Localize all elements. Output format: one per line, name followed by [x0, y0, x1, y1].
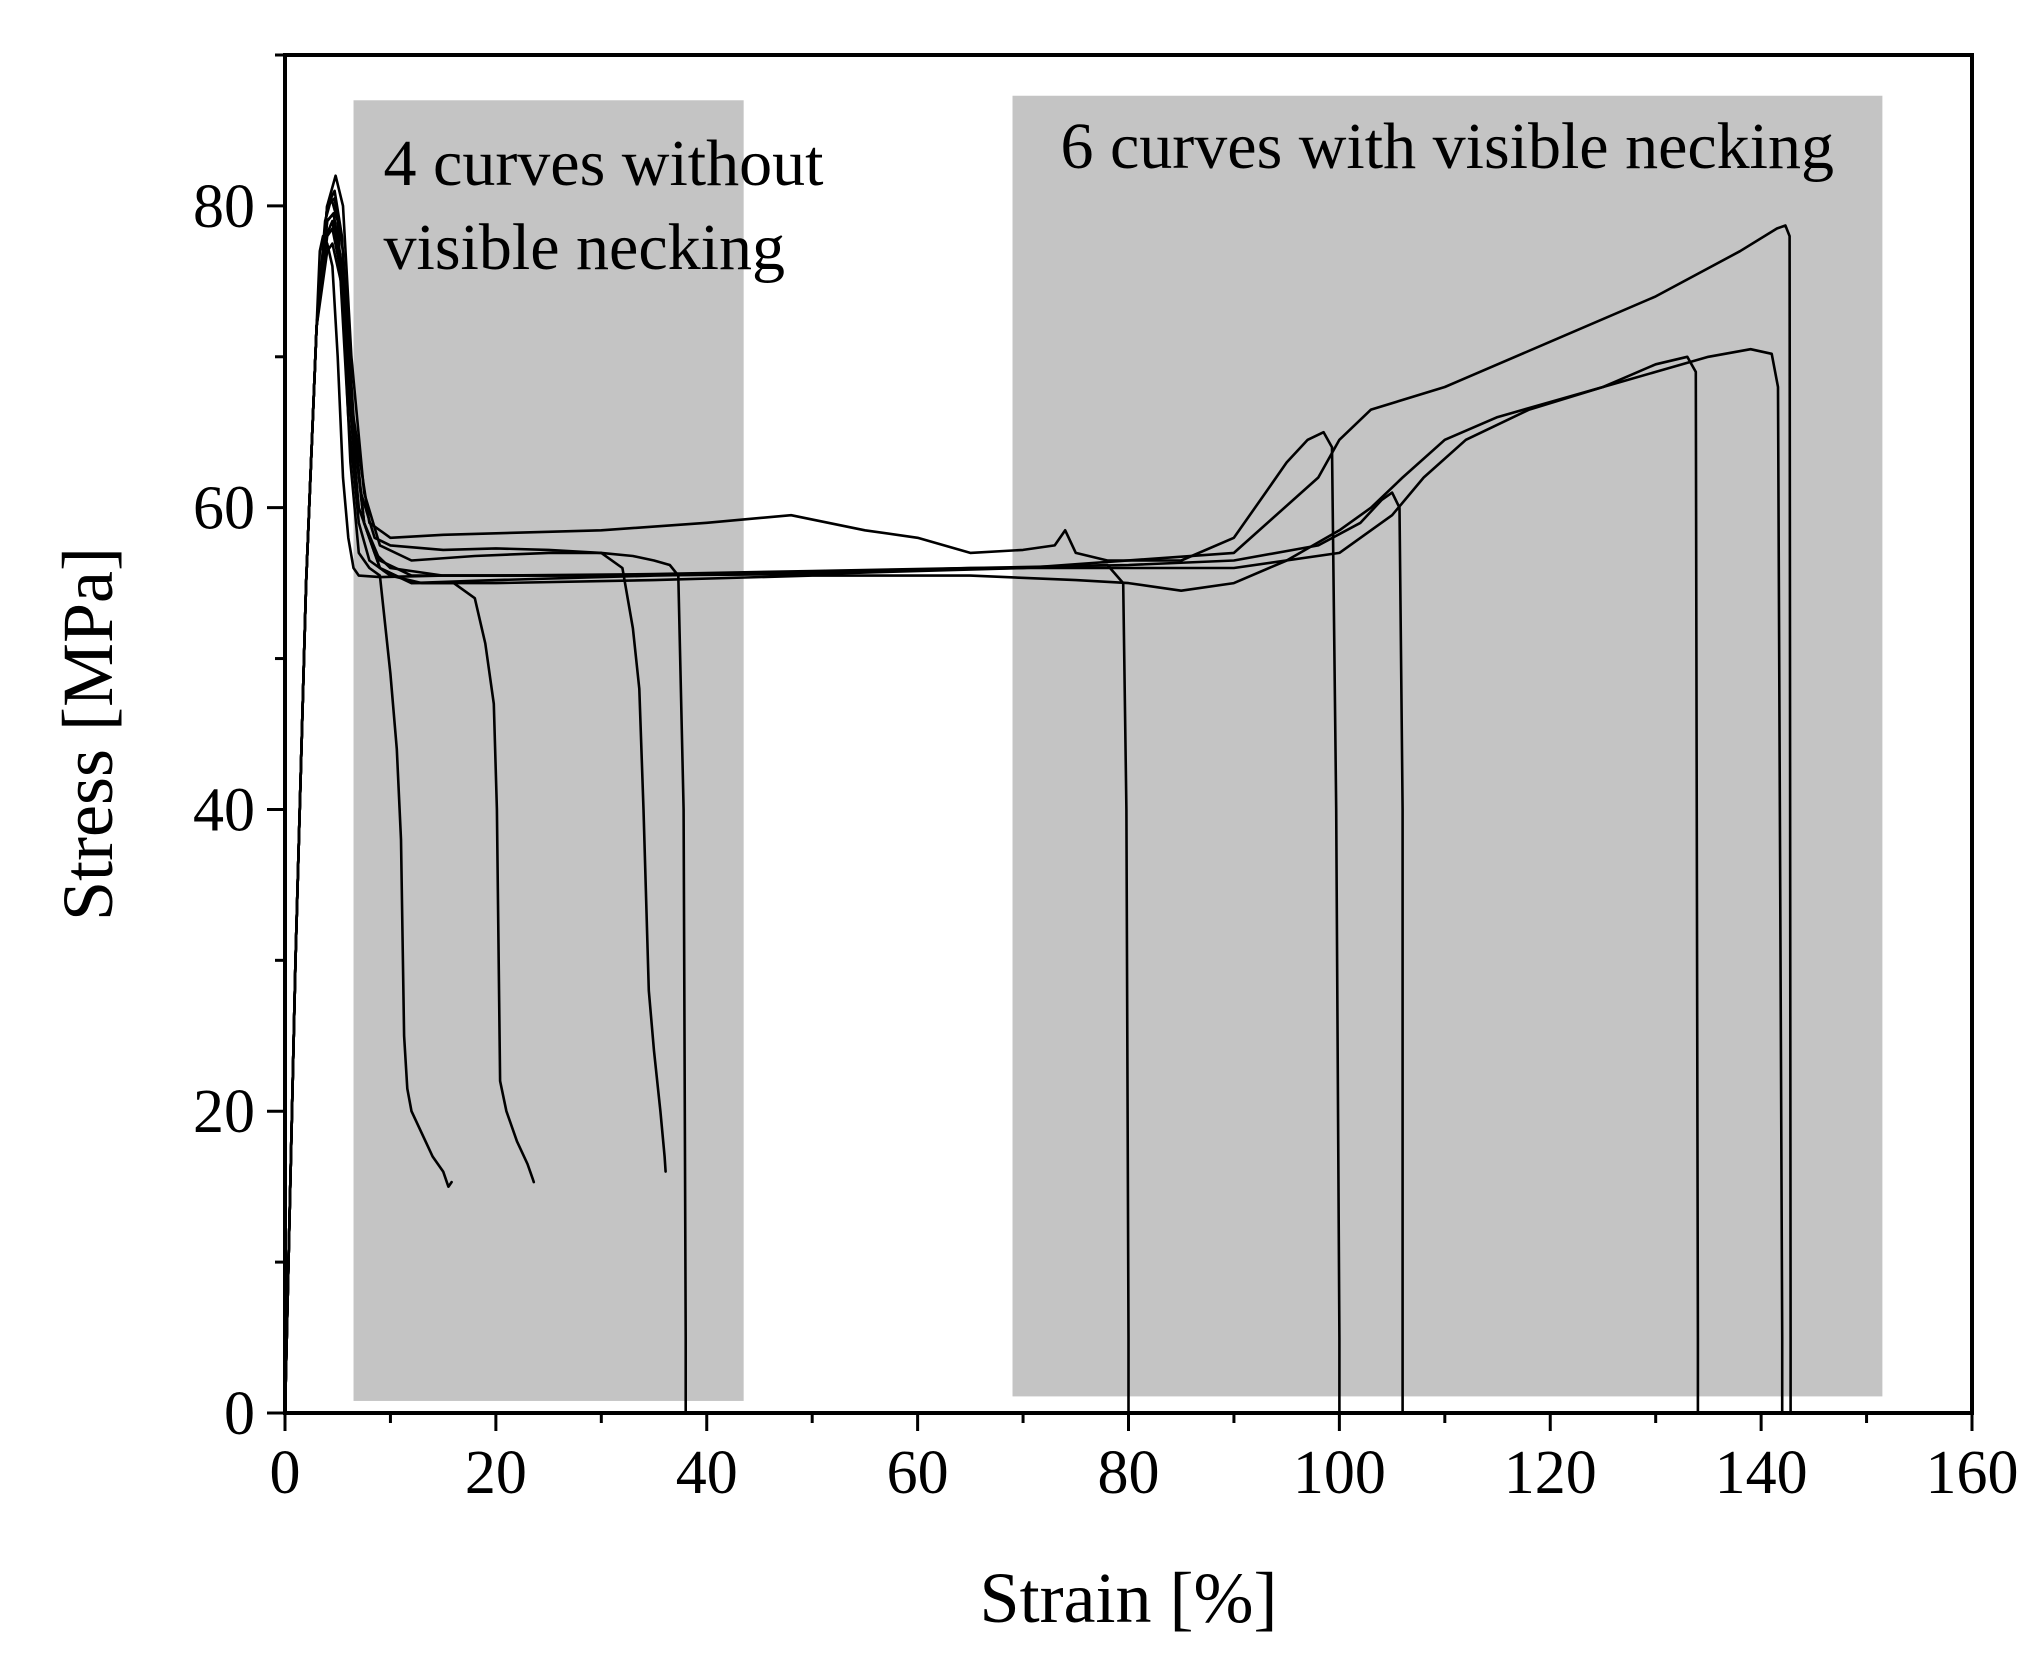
curve-10	[283, 224, 1792, 1415]
y-tick-label: 40	[193, 776, 255, 844]
x-tick-label: 40	[676, 1439, 738, 1507]
annotation-without-necking: 4 curves without visible necking	[384, 127, 824, 284]
x-axis-title: Strain [%]	[980, 1558, 1278, 1638]
shaded-region-2	[1012, 95, 1883, 1397]
x-tick-label: 100	[1293, 1439, 1386, 1507]
curve-6	[283, 197, 1341, 1415]
region-annotations: 4 curves without visible necking 6 curves …	[384, 110, 1835, 284]
curve-9	[283, 212, 1784, 1415]
curve-8	[283, 242, 1700, 1415]
x-tick-label: 140	[1715, 1439, 1808, 1507]
x-tick-label: 60	[887, 1439, 949, 1507]
x-axis-ticks: 0 20 40 60 80 100 120 140 160	[270, 1413, 2019, 1507]
x-tick-label: 20	[465, 1439, 527, 1507]
y-tick-label: 80	[193, 173, 255, 241]
y-axis-ticks: 0 20 40 60 80	[193, 53, 285, 1448]
y-tick-label: 60	[193, 475, 255, 543]
stress-strain-curves	[283, 174, 1792, 1415]
annotation-with-necking: 6 curves with visible necking	[1061, 110, 1835, 183]
shaded-region-1	[353, 100, 744, 1401]
y-axis-title: Stress [MPa]	[48, 547, 128, 921]
x-tick-label: 120	[1504, 1439, 1597, 1507]
x-tick-label: 0	[270, 1439, 301, 1507]
shaded-regions	[353, 95, 1883, 1401]
y-tick-label: 20	[193, 1078, 255, 1146]
y-tick-label: 0	[224, 1380, 255, 1448]
x-tick-label: 80	[1098, 1439, 1160, 1507]
x-tick-label: 160	[1926, 1439, 2019, 1507]
